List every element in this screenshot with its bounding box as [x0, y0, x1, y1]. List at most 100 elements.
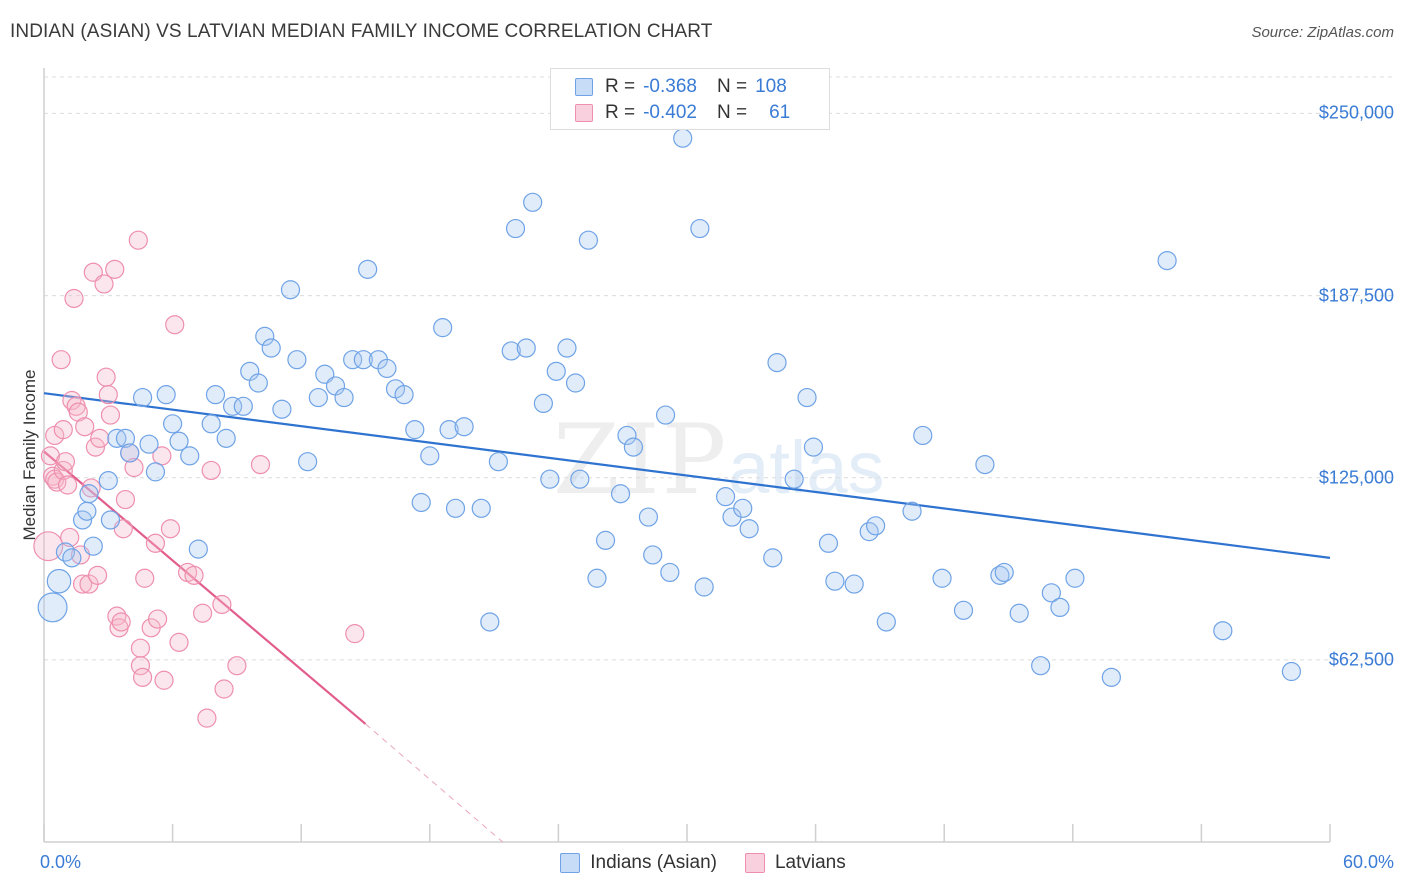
- indians-point: [180, 446, 200, 466]
- indians-point: [587, 568, 607, 588]
- indians-point: [1101, 667, 1121, 687]
- indians-point: [216, 428, 236, 448]
- indians-point: [334, 387, 354, 408]
- legend-item-indians[interactable]: Indians (Asian): [560, 852, 717, 874]
- stats-n-value: 61: [769, 102, 791, 123]
- latvians-point: [60, 527, 80, 548]
- x-tick-label-min: 0.0%: [40, 852, 82, 872]
- latvians-point: [212, 594, 232, 615]
- indians-point: [132, 387, 153, 408]
- indians-point: [546, 361, 566, 381]
- indians-point: [595, 530, 616, 550]
- indians-point: [803, 437, 824, 457]
- latvians-point: [53, 420, 73, 440]
- legend-item-latvians[interactable]: Latvians: [744, 852, 846, 874]
- stats-box: R = -0.368 N = 108 R = -0.402 N = 61: [550, 68, 830, 130]
- indians-point: [433, 318, 453, 338]
- indians-point: [623, 437, 644, 457]
- indians-point: [638, 507, 659, 527]
- y-tick-label: $187,500: [1318, 285, 1394, 306]
- y-tick-label: $62,500: [1328, 649, 1394, 670]
- latvians-point: [124, 457, 144, 478]
- indians-point: [975, 455, 995, 475]
- latvians-point: [105, 259, 125, 279]
- indians-point: [501, 341, 521, 361]
- legend: Indians (Asian) Latvians: [0, 852, 1406, 874]
- indians-point: [79, 484, 99, 504]
- indians-point: [1281, 661, 1302, 682]
- indians-point: [405, 420, 425, 440]
- latvians-point: [227, 656, 247, 676]
- stats-swatch-indians: [575, 78, 593, 96]
- chart-title: INDIAN (ASIAN) VS LATVIAN MEDIAN FAMILY …: [10, 21, 713, 42]
- latvians-point: [345, 624, 365, 644]
- indians-point: [358, 259, 378, 279]
- indians-point: [353, 350, 373, 370]
- stats-swatch-latvians: [575, 104, 593, 122]
- latvians-point: [85, 437, 106, 457]
- indians-point: [1031, 656, 1051, 676]
- indians-point: [643, 545, 663, 565]
- indians-point: [694, 577, 714, 597]
- indians-point: [83, 536, 103, 556]
- indians-point: [77, 501, 97, 521]
- indians-point: [411, 492, 431, 513]
- indians-point: [298, 452, 318, 472]
- indians-point: [733, 498, 753, 518]
- indians-point: [1213, 621, 1233, 641]
- latvians-point: [33, 531, 64, 562]
- indians-point: [420, 446, 440, 466]
- indians-point: [100, 510, 121, 530]
- latvians-point: [51, 350, 71, 370]
- latvians-point: [128, 230, 148, 250]
- legend-swatch-latvians: [744, 853, 765, 873]
- indians-point: [655, 405, 676, 425]
- latvians-point: [130, 638, 151, 658]
- indians-point: [163, 414, 183, 434]
- latvians-point: [115, 489, 136, 510]
- latvians-point: [193, 603, 213, 623]
- stats-row-latvians: R = -0.402 N = 61: [575, 101, 790, 125]
- y-tick-label: $125,000: [1318, 467, 1394, 488]
- indians-point: [565, 373, 586, 393]
- indians-point: [139, 434, 159, 454]
- indians-point: [818, 533, 839, 553]
- legend-swatch-indians: [560, 853, 581, 873]
- indians-point: [866, 516, 886, 536]
- indians-trend-line: [43, 392, 1331, 559]
- latvians-point: [90, 428, 110, 448]
- indians-point: [557, 338, 577, 358]
- watermark-atlas: atlas: [728, 426, 885, 509]
- indians-point: [570, 469, 590, 489]
- latvians-point: [87, 565, 108, 585]
- indians-point: [156, 385, 176, 405]
- indians-points: [37, 128, 1302, 687]
- indians-point: [1009, 603, 1029, 623]
- indians-point: [932, 568, 952, 588]
- indians-point: [377, 358, 397, 379]
- source-label: Source: ZipAtlas.com: [1251, 24, 1394, 41]
- indians-point: [445, 498, 466, 518]
- indians-point: [72, 510, 93, 530]
- indians-point: [516, 338, 536, 358]
- indians-point: [308, 387, 328, 408]
- indians-point: [1041, 583, 1061, 603]
- indians-point: [673, 128, 693, 148]
- indians-point: [272, 399, 292, 419]
- latvians-point: [184, 565, 204, 585]
- indians-point: [825, 571, 845, 591]
- indians-point: [145, 462, 166, 482]
- indians-point: [205, 385, 226, 405]
- watermark-zip: ZIP: [553, 404, 729, 516]
- latvians-point: [145, 533, 166, 553]
- latvians-point: [214, 679, 234, 699]
- indians-point: [767, 353, 787, 373]
- indians-point: [255, 326, 275, 346]
- indians-point: [480, 612, 500, 632]
- indians-point: [488, 452, 508, 472]
- indians-point: [201, 414, 221, 434]
- latvians-point: [132, 667, 153, 687]
- indians-point: [715, 487, 736, 507]
- latvians-point: [100, 405, 121, 425]
